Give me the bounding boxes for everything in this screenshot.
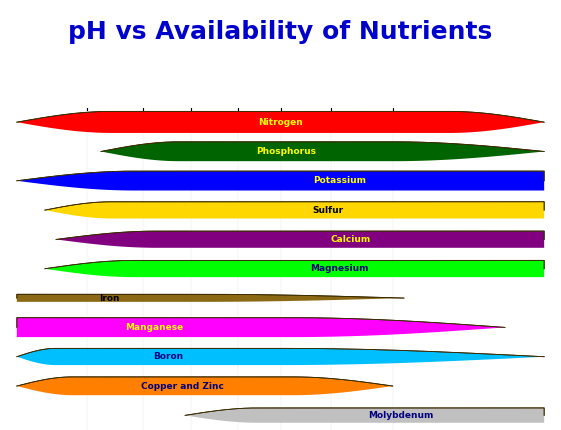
Text: Calcium: Calcium bbox=[330, 235, 371, 244]
Polygon shape bbox=[17, 294, 404, 302]
Text: Slightly
Acid: Slightly Acid bbox=[153, 77, 178, 89]
Text: Copper and Zinc: Copper and Zinc bbox=[141, 381, 224, 390]
Text: Manganese: Manganese bbox=[125, 323, 183, 332]
Text: Magnesium: Magnesium bbox=[310, 264, 369, 273]
Text: Nitrogen: Nitrogen bbox=[258, 118, 303, 127]
Polygon shape bbox=[17, 377, 393, 395]
Polygon shape bbox=[17, 318, 505, 337]
Text: Mod.
Acid: Mod. Acid bbox=[107, 77, 123, 89]
Polygon shape bbox=[185, 408, 544, 423]
Text: Iron: Iron bbox=[99, 294, 119, 303]
Polygon shape bbox=[45, 261, 544, 277]
Text: Strongly Alkaline: Strongly Alkaline bbox=[454, 80, 511, 86]
Polygon shape bbox=[17, 348, 544, 365]
Polygon shape bbox=[17, 111, 544, 133]
Polygon shape bbox=[17, 171, 544, 190]
Text: Potassium: Potassium bbox=[313, 176, 366, 185]
Text: Very
Slightly
Acid: Very Slightly Acid bbox=[204, 73, 228, 92]
Text: Very
Slightly
Alkaline: Very Slightly Alkaline bbox=[245, 73, 272, 92]
Text: Boron: Boron bbox=[153, 352, 183, 361]
Text: Strongly Acid: Strongly Acid bbox=[12, 80, 56, 86]
Polygon shape bbox=[56, 231, 544, 248]
Polygon shape bbox=[101, 142, 544, 161]
Text: Slightly
Alkaline: Slightly Alkaline bbox=[292, 77, 319, 89]
Text: Phosphorus: Phosphorus bbox=[256, 147, 316, 156]
Polygon shape bbox=[45, 202, 544, 218]
Text: Molybdenum: Molybdenum bbox=[369, 411, 434, 420]
Text: Mod.
Alkaline: Mod. Alkaline bbox=[340, 77, 367, 89]
Text: pH vs Availability of Nutrients: pH vs Availability of Nutrients bbox=[68, 20, 493, 44]
Text: Sulfur: Sulfur bbox=[312, 206, 344, 215]
